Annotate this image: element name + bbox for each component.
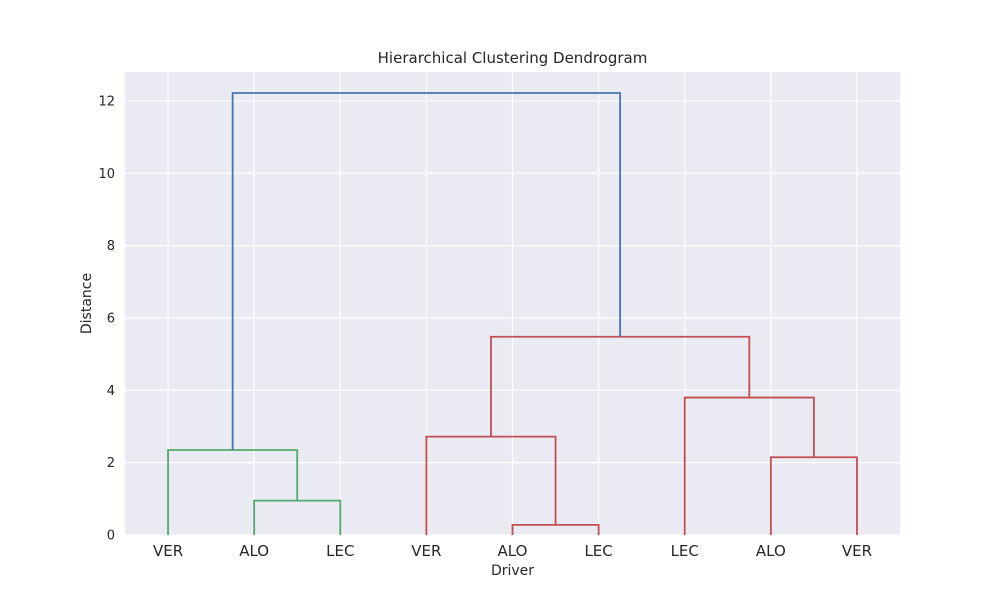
- y-tick-label-4: 8: [107, 239, 115, 254]
- y-axis-label: Distance: [79, 273, 95, 334]
- dendrogram-link-7: [231, 92, 622, 450]
- y-tick-label-5: 10: [98, 167, 115, 182]
- y-tick-label-3: 6: [107, 311, 115, 326]
- x-axis-label: Driver: [491, 563, 534, 579]
- y-axis-ticks: 0 2 4 6 8 10 12: [98, 94, 115, 543]
- dendrogram-link-2: [511, 523, 600, 535]
- dendrogram-link-0: [253, 499, 342, 535]
- y-tick-label-0: 0: [107, 529, 115, 544]
- y-tick-label-6: 12: [98, 94, 115, 109]
- x-tick-label-4: ALO: [498, 542, 528, 560]
- x-tick-label-5: LEC: [584, 542, 612, 560]
- dendrogram-link-5: [683, 396, 815, 535]
- y-tick-label-1: 2: [107, 456, 115, 471]
- x-tick-label-6: LEC: [671, 542, 699, 560]
- x-tick-label-7: ALO: [756, 542, 786, 560]
- dendrogram-links: [167, 92, 858, 535]
- x-tick-label-2: LEC: [326, 542, 354, 560]
- x-tick-label-0: VER: [153, 542, 183, 560]
- x-tick-label-1: ALO: [239, 542, 269, 560]
- y-tick-label-2: 4: [107, 384, 115, 399]
- chart-title: Hierarchical Clustering Dendrogram: [378, 49, 648, 67]
- x-tick-label-8: VER: [842, 542, 872, 560]
- x-axis-ticks: VER ALO LEC VER ALO LEC LEC ALO VER: [153, 542, 872, 560]
- x-tick-label-3: VER: [411, 542, 441, 560]
